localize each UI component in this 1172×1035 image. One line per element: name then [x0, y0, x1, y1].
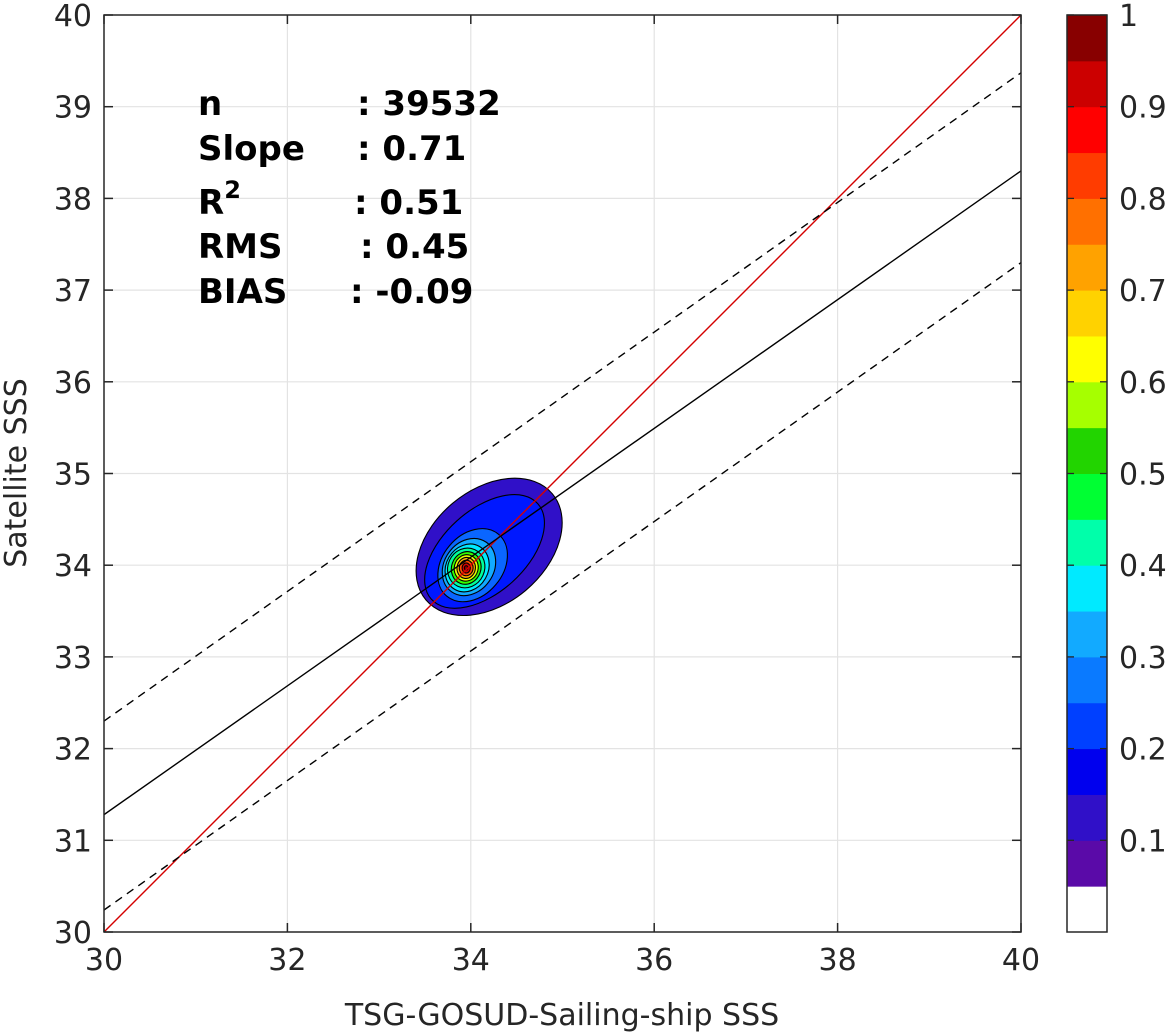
stat-value: : -0.09: [350, 272, 473, 312]
x-tick-label: 36: [635, 943, 673, 978]
colorbar-bin: [1067, 152, 1107, 199]
y-tick-label: 31: [54, 824, 92, 859]
stat-value: : 0.71: [357, 129, 466, 169]
colorbar-bin: [1067, 427, 1107, 474]
y-tick-label: 33: [54, 641, 92, 676]
y-tick-label: 39: [54, 91, 92, 126]
colorbar-bin: [1067, 748, 1107, 795]
stat-value: : 0.51: [354, 183, 463, 223]
x-axis-label: TSG-GOSUD-Sailing-ship SSS: [344, 998, 779, 1033]
colorbar-tick-label: 0.8: [1119, 182, 1167, 217]
x-tick-label: 34: [452, 943, 490, 978]
colorbar-bin: [1067, 290, 1107, 337]
y-tick-label: 32: [54, 733, 92, 768]
colorbar-tick-label: 0.7: [1119, 274, 1167, 309]
colorbar-bin: [1067, 702, 1107, 750]
stat-label: n: [198, 84, 222, 124]
x-tick-label: 30: [85, 943, 123, 978]
colorbar: 0.1 0.2 0.3 0.4 0.5 0.6 0.7 0.8 0.9 1: [1066, 0, 1167, 933]
y-tick-label: 36: [54, 366, 92, 401]
colorbar-bin: [1067, 15, 1107, 62]
colorbar-bin: [1067, 335, 1107, 383]
stat-value: : 39532: [357, 84, 501, 124]
colorbar-tick-label: 0.6: [1119, 366, 1167, 401]
y-tick-label: 40: [54, 0, 92, 34]
colorbar-tick-label: 0.1: [1119, 824, 1167, 859]
colorbar-bin: [1067, 381, 1107, 429]
colorbar-bin: [1067, 611, 1107, 658]
colorbar-bin: [1067, 565, 1107, 612]
x-tick-label: 40: [1002, 943, 1040, 978]
stat-superscript: 2: [224, 176, 241, 204]
x-tick-label: 38: [819, 943, 857, 978]
colorbar-bin: [1067, 198, 1107, 245]
stat-label: RMS: [198, 227, 283, 267]
colorbar-tick-label: 0.5: [1119, 458, 1167, 493]
y-tick-label: 38: [54, 182, 92, 217]
x-tick-label: 32: [268, 943, 306, 978]
colorbar-bin: [1067, 886, 1107, 933]
colorbar-tick-label: 0.2: [1119, 733, 1167, 768]
grid-lines: [104, 15, 1021, 932]
colorbar-bin: [1067, 60, 1107, 108]
colorbar-bin: [1067, 244, 1107, 291]
upper-bound-line: [104, 72, 1021, 722]
stat-label: Slope: [198, 129, 305, 169]
colorbar-bin: [1067, 794, 1107, 841]
lower-bound-line: [104, 262, 1021, 911]
y-tick-label: 37: [54, 274, 92, 309]
stat-label: R2: [198, 176, 241, 223]
colorbar-bin: [1067, 840, 1107, 887]
colorbar-tick-label: 0.3: [1119, 641, 1167, 676]
colorbar-tick-label: 1: [1119, 0, 1138, 34]
axis-ticks: 30 32 34 36 38 40 30 31 32 33 34 35 36 37 38 39 40: [54, 0, 1040, 978]
colorbar-tick-label: 0.4: [1119, 549, 1167, 584]
colorbar-bin: [1067, 106, 1107, 154]
stat-value: : 0.45: [360, 227, 469, 267]
y-tick-label: 34: [54, 549, 92, 584]
reference-lines: [104, 15, 1021, 932]
colorbar-bin: [1067, 473, 1107, 520]
statistics-box: n : 39532 Slope : 0.71 R2 : 0.51 RMS : 0.45 BIAS…: [198, 84, 501, 312]
stat-label: BIAS: [198, 272, 287, 312]
colorbar-bin: [1067, 656, 1107, 704]
one-to-one-line: [104, 15, 1021, 932]
y-axis-label: Satellite SSS: [0, 378, 34, 568]
y-tick-label: 30: [54, 916, 92, 951]
y-tick-label: 35: [54, 458, 92, 493]
colorbar-bin: [1067, 519, 1107, 566]
regression-line: [104, 170, 1021, 816]
colorbar-tick-label: 0.9: [1119, 91, 1167, 126]
